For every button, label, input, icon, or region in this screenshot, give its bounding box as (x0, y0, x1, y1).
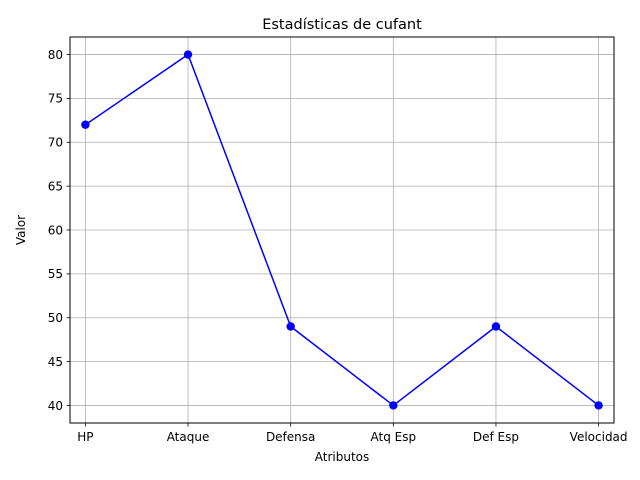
y-tick-label: 80 (48, 48, 63, 62)
data-point-velocidad (594, 401, 603, 410)
y-axis-label: Valor (14, 215, 28, 245)
y-tick-label: 70 (48, 136, 63, 150)
data-point-defensa (286, 322, 295, 331)
data-point-hp (81, 120, 90, 129)
y-tick-label: 65 (48, 179, 63, 193)
x-tick-label: Velocidad (570, 430, 628, 444)
x-tick-label: Ataque (167, 430, 210, 444)
series-group (81, 50, 603, 410)
x-axis-label: Atributos (315, 450, 370, 464)
chart-title: Estadísticas de cufant (262, 17, 422, 33)
axis-ticks: HP Ataque Defensa Atq Esp Def Esp Velocidad 40… (48, 48, 628, 444)
data-point-atq-esp (389, 401, 398, 410)
data-point-def-esp (491, 322, 501, 331)
grid (70, 37, 614, 423)
y-tick-label: 50 (48, 311, 63, 325)
x-tick-label: Defensa (266, 430, 315, 444)
y-tick-label: 60 (48, 223, 63, 237)
data-point-ataque (183, 50, 193, 59)
x-tick-label: HP (77, 430, 93, 444)
y-tick-label: 40 (48, 399, 63, 413)
y-tick-label: 55 (48, 267, 63, 281)
series-line (84, 53, 600, 407)
x-tick-label: Def Esp (473, 430, 519, 444)
x-tick-label: Atq Esp (371, 430, 417, 444)
y-tick-label: 45 (48, 355, 63, 369)
y-tick-label: 75 (48, 92, 63, 106)
